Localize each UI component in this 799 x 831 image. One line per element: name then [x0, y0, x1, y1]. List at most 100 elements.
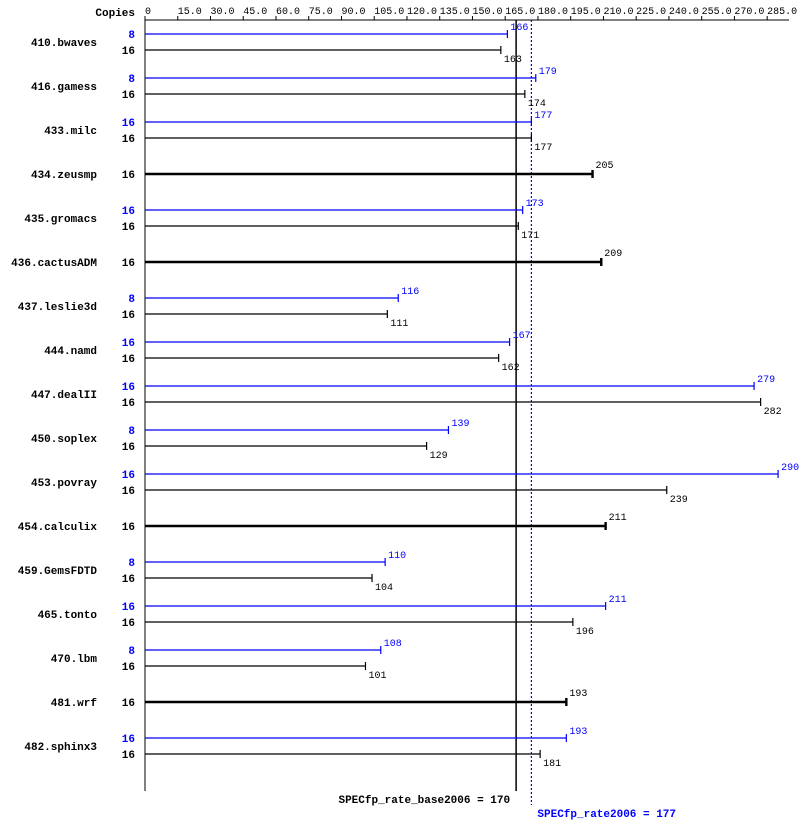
- copies-header: Copies: [95, 8, 135, 20]
- benchmark-name: 436.cactusADM: [11, 258, 97, 270]
- benchmark-name: 459.GemsFDTD: [18, 566, 98, 578]
- benchmark-name: 433.milc: [44, 126, 97, 138]
- axis-tick-label: 225.0: [636, 7, 666, 18]
- bar-value-label: 104: [375, 583, 393, 594]
- benchmark-name: 470.lbm: [51, 654, 98, 666]
- axis-tick-label: 285.0: [767, 7, 797, 18]
- bar-value-label: 211: [609, 513, 627, 524]
- bar-value-label: 111: [390, 319, 408, 330]
- benchmark-name: 482.sphinx3: [24, 742, 97, 754]
- bar-value-label: 196: [576, 627, 594, 638]
- copies-label-peak: 16: [122, 470, 135, 482]
- axis-tick-label: 210.0: [603, 7, 633, 18]
- axis-tick-label: 15.0: [178, 7, 202, 18]
- benchmark-name: 437.leslie3d: [18, 302, 97, 314]
- axis-tick-label: 105.0: [374, 7, 404, 18]
- axis-tick-label: 150.0: [472, 7, 502, 18]
- copies-label-base: 16: [122, 486, 135, 498]
- base-summary-label: SPECfp_rate_base2006 = 170: [338, 795, 510, 807]
- copies-label: 16: [122, 258, 135, 270]
- bar-value-label: 173: [526, 199, 544, 210]
- bar-value-label: 177: [534, 111, 552, 122]
- spec-rate-chart: 0 15.0 30.0 45.0 60.0 75.0 90.0 105.0120.0135.0…: [0, 0, 799, 831]
- axis-tick-label: 135.0: [440, 7, 470, 18]
- axis-tick-label: 0: [145, 7, 151, 18]
- benchmark-name: 454.calculix: [18, 522, 98, 534]
- bar-value-label: 167: [513, 331, 531, 342]
- copies-label-peak: 8: [128, 558, 135, 570]
- benchmark-name: 416.gamess: [31, 82, 97, 94]
- copies-label-base: 16: [122, 574, 135, 586]
- copies-label-base: 16: [122, 90, 135, 102]
- axis-tick-label: 240.0: [669, 7, 699, 18]
- bar-value-label: 179: [539, 67, 557, 78]
- copies-label-peak: 8: [128, 646, 135, 658]
- benchmark-name: 444.namd: [44, 346, 97, 358]
- copies-label-base: 16: [122, 442, 135, 454]
- bar-value-label: 101: [368, 671, 386, 682]
- axis-tick-label: 60.0: [276, 7, 300, 18]
- bar-value-label: 239: [670, 495, 688, 506]
- axis-tick-label: 270.0: [734, 7, 764, 18]
- benchmark-name: 434.zeusmp: [31, 170, 97, 182]
- copies-label-peak: 16: [122, 734, 135, 746]
- bar-value-label: 116: [401, 287, 419, 298]
- copies-label-base: 16: [122, 618, 135, 630]
- copies-label-peak: 16: [122, 206, 135, 218]
- axis-tick-label: 45.0: [243, 7, 267, 18]
- benchmark-name: 453.povray: [31, 478, 97, 490]
- copies-label-base: 16: [122, 134, 135, 146]
- copies-label-base: 16: [122, 222, 135, 234]
- copies-label-base: 16: [122, 46, 135, 58]
- benchmark-name: 410.bwaves: [31, 38, 97, 50]
- bar-value-label: 193: [569, 727, 587, 738]
- bar-value-label: 205: [596, 161, 614, 172]
- bar-value-label: 108: [384, 639, 402, 650]
- copies-label-peak: 8: [128, 74, 135, 86]
- benchmark-name: 465.tonto: [38, 610, 98, 622]
- copies-label-base: 16: [122, 354, 135, 366]
- axis-tick-label: 75.0: [309, 7, 333, 18]
- copies-label-peak: 8: [128, 426, 135, 438]
- benchmark-name: 447.dealII: [31, 390, 97, 402]
- axis-tick-label: 90.0: [341, 7, 365, 18]
- copies-label-base: 16: [122, 310, 135, 322]
- bar-value-label: 177: [534, 143, 552, 154]
- axis-tick-label: 165.0: [505, 7, 535, 18]
- axis-tick-label: 255.0: [702, 7, 732, 18]
- benchmark-name: 435.gromacs: [24, 214, 97, 226]
- copies-label: 16: [122, 170, 135, 182]
- bar-value-label: 110: [388, 551, 406, 562]
- copies-label: 16: [122, 698, 135, 710]
- copies-label-peak: 16: [122, 602, 135, 614]
- copies-label-base: 16: [122, 398, 135, 410]
- copies-label-peak: 16: [122, 118, 135, 130]
- copies-label-peak: 8: [128, 30, 135, 42]
- bar-value-label: 181: [543, 759, 561, 770]
- bar-value-label: 163: [504, 55, 522, 66]
- bar-value-label: 162: [502, 363, 520, 374]
- bar-value-label: 282: [764, 407, 782, 418]
- peak-summary-label: SPECfp_rate2006 = 177: [537, 809, 676, 821]
- benchmark-name: 450.soplex: [31, 434, 97, 446]
- axis-tick-label: 180.0: [538, 7, 568, 18]
- bar-value-label: 290: [781, 463, 799, 474]
- axis-tick-label: 30.0: [210, 7, 234, 18]
- bar-value-label: 279: [757, 375, 775, 386]
- copies-label-peak: 16: [122, 382, 135, 394]
- bar-value-label: 193: [569, 689, 587, 700]
- bar-value-label: 171: [521, 231, 539, 242]
- benchmark-name: 481.wrf: [51, 698, 98, 710]
- copies-label: 16: [122, 522, 135, 534]
- bar-value-label: 211: [609, 595, 627, 606]
- copies-label-peak: 8: [128, 294, 135, 306]
- axis-tick-label: 120.0: [407, 7, 437, 18]
- copies-label-base: 16: [122, 750, 135, 762]
- copies-label-peak: 16: [122, 338, 135, 350]
- copies-label-base: 16: [122, 662, 135, 674]
- bar-value-label: 166: [510, 23, 528, 34]
- bar-value-label: 139: [451, 419, 469, 430]
- bar-value-label: 174: [528, 99, 546, 110]
- bar-value-label: 209: [604, 249, 622, 260]
- axis-tick-label: 195.0: [571, 7, 601, 18]
